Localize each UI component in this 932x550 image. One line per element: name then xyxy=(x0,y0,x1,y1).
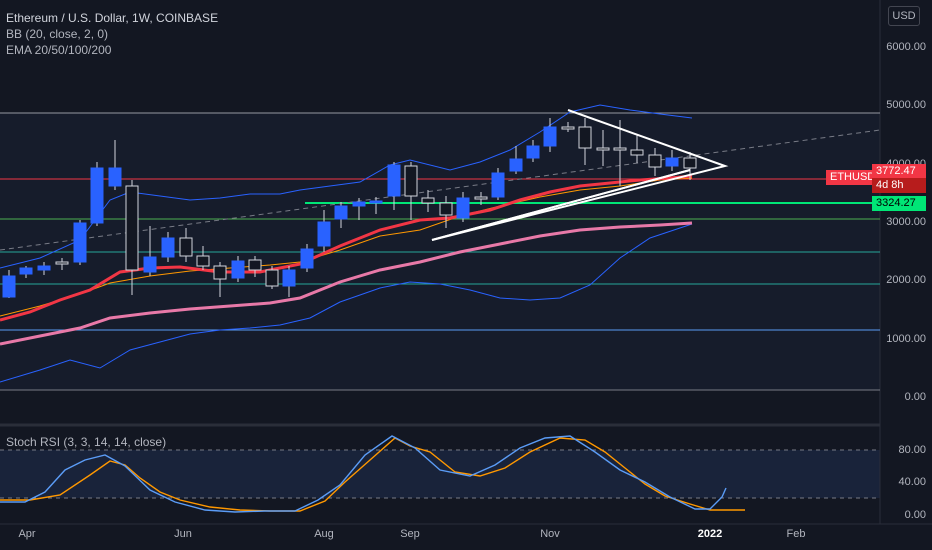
time-label-nov: Nov xyxy=(540,528,560,540)
price-label-5000: 5000.00 xyxy=(886,99,926,111)
candle-body-15 xyxy=(265,269,279,287)
countdown-badge: 4d 8h xyxy=(872,178,926,193)
candle-body-5 xyxy=(90,167,104,224)
candle-body-3 xyxy=(55,261,69,265)
time-label-2022: 2022 xyxy=(697,528,723,540)
time-label-feb: Feb xyxy=(786,528,806,540)
stoch-label-40: 40.00 xyxy=(898,476,926,488)
stoch-rsi-legend[interactable]: Stoch RSI (3, 3, 14, 14, close) xyxy=(6,435,167,449)
candle-body-33 xyxy=(578,126,592,149)
candle-body-27 xyxy=(474,196,488,200)
symbol-badge: ETHUSD xyxy=(826,170,880,185)
candle-body-13 xyxy=(231,260,245,279)
candle-body-23 xyxy=(404,165,418,197)
candle-body-35 xyxy=(613,147,627,151)
candle-body-1 xyxy=(19,267,33,275)
candle-body-8 xyxy=(143,256,157,273)
candle-body-4 xyxy=(73,222,87,263)
candle-body-9 xyxy=(161,237,175,258)
dashed-trendline xyxy=(0,129,881,251)
price-label-6000: 6000.00 xyxy=(886,41,926,53)
time-label-jun: Jun xyxy=(174,528,192,540)
candle-body-25 xyxy=(439,202,453,216)
triangle-lower-side xyxy=(431,169,691,241)
candle-body-24 xyxy=(421,197,435,204)
candle-body-6 xyxy=(108,167,122,187)
candle-body-18 xyxy=(317,221,331,247)
candle-body-10 xyxy=(179,237,193,257)
candle-body-7 xyxy=(125,185,139,271)
candle-body-20 xyxy=(352,201,366,207)
ema-20-line xyxy=(0,174,693,322)
candle-body-38 xyxy=(665,157,679,167)
candle-body-36 xyxy=(630,149,644,156)
candle-body-21 xyxy=(369,200,383,204)
candle-body-22 xyxy=(387,164,401,197)
bollinger-lower xyxy=(0,223,693,383)
price-label-3000: 3000.00 xyxy=(886,216,926,228)
candle-body-31 xyxy=(543,126,557,147)
candle-body-32 xyxy=(561,126,575,130)
candle-body-28 xyxy=(491,172,505,198)
candle-body-34 xyxy=(596,147,610,151)
candle-body-39 xyxy=(683,157,697,169)
candle-body-26 xyxy=(456,197,470,219)
candle-body-29 xyxy=(509,158,523,172)
time-label-aug: Aug xyxy=(314,528,334,540)
ema-200-line xyxy=(0,221,693,346)
ema-legend[interactable]: EMA 20/50/100/200 xyxy=(6,43,112,57)
candle-body-11 xyxy=(196,255,210,267)
currency-button[interactable]: USD xyxy=(888,6,920,26)
candle-body-2 xyxy=(37,265,51,271)
symbol-title[interactable]: Ethereum / U.S. Dollar, 1W, COINBASE xyxy=(6,11,219,25)
price-label-0: 0.00 xyxy=(904,391,926,403)
bollinger-legend[interactable]: BB (20, close, 2, 0) xyxy=(6,27,109,41)
candle-body-19 xyxy=(334,205,348,220)
stoch-band-fill xyxy=(0,450,880,498)
candle-body-0 xyxy=(2,275,16,298)
ema-50-line xyxy=(0,177,693,317)
support-price-badge: 3324.27 xyxy=(872,196,926,211)
stoch-k-line xyxy=(0,435,727,513)
candle-body-17 xyxy=(300,248,314,269)
last-price-badge: 3772.47 xyxy=(872,164,926,179)
candle-body-16 xyxy=(282,269,296,287)
time-label-apr: Apr xyxy=(18,528,36,540)
price-label-1000: 1000.00 xyxy=(886,333,926,345)
candle-body-37 xyxy=(648,154,662,168)
stoch-label-0: 0.00 xyxy=(904,509,926,521)
candle-body-12 xyxy=(213,265,227,280)
candle-body-30 xyxy=(526,145,540,159)
price-label-2000: 2000.00 xyxy=(886,274,926,286)
time-label-sep: Sep xyxy=(400,528,420,540)
stoch-label-80: 80.00 xyxy=(898,444,926,456)
candle-body-14 xyxy=(248,259,262,271)
